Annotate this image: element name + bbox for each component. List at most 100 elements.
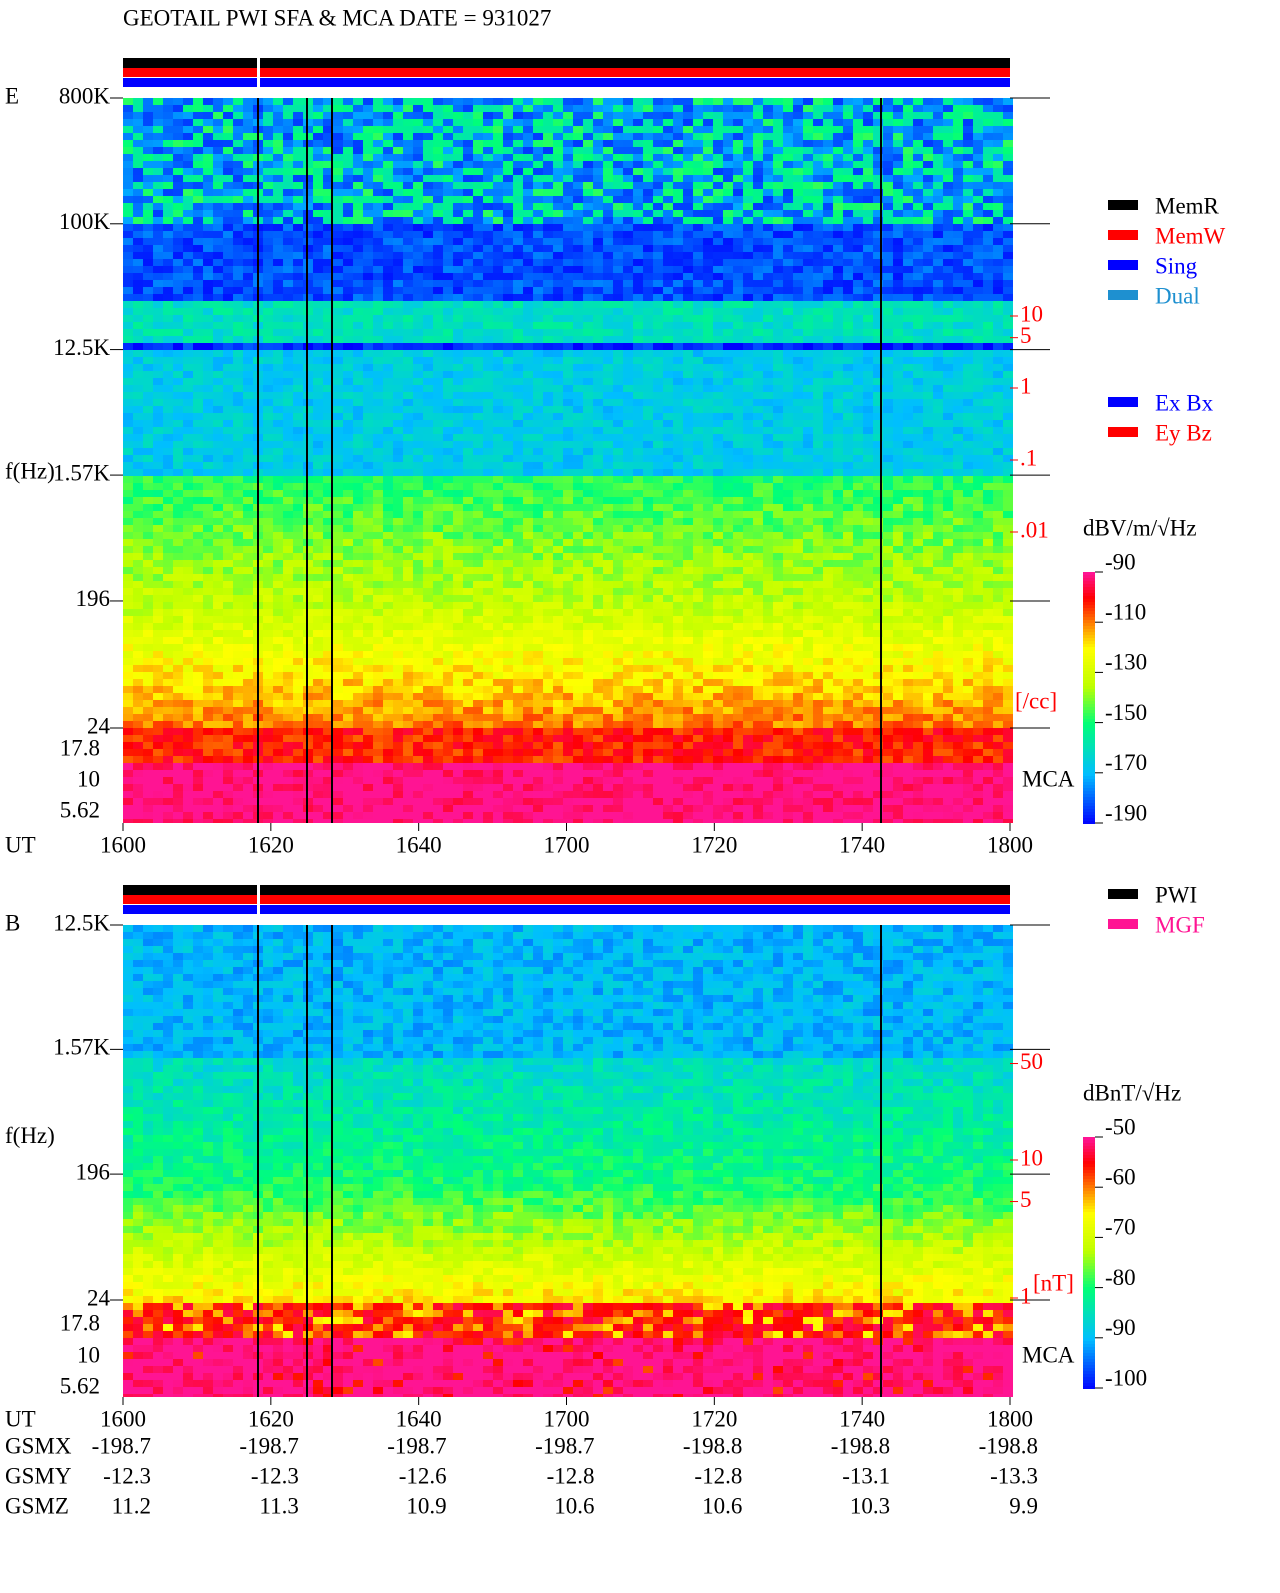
spectrogram-cell <box>663 98 673 105</box>
spectrogram-cell <box>823 182 833 189</box>
spectrogram-cell <box>823 364 833 371</box>
spectrogram-cell <box>953 322 963 329</box>
spectrogram-cell <box>373 308 383 315</box>
spectrogram-cell <box>953 378 963 385</box>
spectrogram-cell <box>503 483 513 490</box>
spectrogram-cell <box>373 455 383 462</box>
spectrogram-cell <box>353 224 363 231</box>
spectrogram-cell <box>783 378 793 385</box>
spectrogram-cell <box>393 350 403 357</box>
spectrogram-cell <box>483 259 493 266</box>
spectrogram-cell <box>503 469 513 476</box>
spectrogram-cell <box>653 112 663 119</box>
spectrogram-cell <box>653 98 663 105</box>
spectrogram-cell <box>443 434 453 441</box>
spectrogram-cell <box>563 287 573 294</box>
spectrogram-cell <box>353 245 363 252</box>
spectrogram-cell <box>683 133 693 140</box>
spectrogram-cell <box>523 238 533 245</box>
spectrogram-cell <box>523 427 533 434</box>
spectrogram-cell <box>733 434 743 441</box>
spectrogram-cell <box>383 196 393 203</box>
spectrogram-cell <box>383 147 393 154</box>
spectrogram-cell <box>423 259 433 266</box>
spectrogram-cell <box>623 378 633 385</box>
spectrogram-cell <box>593 462 603 469</box>
spectrogram-cell <box>453 322 463 329</box>
spectrogram-cell <box>793 259 803 266</box>
spectrogram-cell <box>173 448 183 455</box>
spectrogram-cell <box>263 378 273 385</box>
spectrogram-cell <box>233 161 243 168</box>
spectrogram-cell <box>863 245 873 252</box>
spectrogram-cell <box>883 238 893 245</box>
spectrogram-cell <box>913 259 923 266</box>
spectrogram-cell <box>683 119 693 126</box>
spectrogram-cell <box>963 105 973 112</box>
spectrogram-cell <box>373 98 383 105</box>
spectrogram-cell <box>363 364 373 371</box>
spectrogram-cell <box>543 462 553 469</box>
spectrogram-cell <box>883 357 893 364</box>
spectrogram-cell <box>603 406 613 413</box>
spectrogram-cell <box>563 168 573 175</box>
spectrogram-cell <box>343 434 353 441</box>
spectrogram-cell <box>633 147 643 154</box>
spectrogram-cell <box>753 336 763 343</box>
spectrogram-cell <box>633 280 643 287</box>
spectrogram-cell <box>833 357 843 364</box>
spectrogram-cell <box>403 420 413 427</box>
spectrogram-cell <box>723 427 733 434</box>
spectrogram-cell <box>143 406 153 413</box>
spectrogram-cell <box>503 371 513 378</box>
spectrogram-cell <box>213 259 223 266</box>
spectrogram-cell <box>743 175 753 182</box>
spectrogram-cell <box>863 280 873 287</box>
spectrogram-cell <box>973 119 983 126</box>
spectrogram-cell <box>233 210 243 217</box>
spectrogram-cell <box>913 343 923 350</box>
spectrogram-cell <box>373 371 383 378</box>
spectrogram-cell <box>263 161 273 168</box>
spectrogram-cell <box>283 245 293 252</box>
spectrogram-cell <box>683 161 693 168</box>
spectrogram-cell <box>523 210 533 217</box>
spectrogram-cell <box>403 427 413 434</box>
spectrogram-cell <box>283 455 293 462</box>
spectrogram-cell <box>383 448 393 455</box>
spectrogram-cell <box>813 175 823 182</box>
spectrogram-cell <box>323 280 333 287</box>
spectrogram-cell <box>883 322 893 329</box>
spectrogram-cell <box>233 294 243 301</box>
spectrogram-cell <box>823 203 833 210</box>
spectrogram-cell <box>743 189 753 196</box>
spectrogram-cell <box>423 196 433 203</box>
spectrogram-cell <box>503 364 513 371</box>
spectrogram-cell <box>683 427 693 434</box>
spectrogram-cell <box>453 154 463 161</box>
spectrogram-cell <box>623 350 633 357</box>
spectrogram-cell <box>143 322 153 329</box>
spectrogram-cell <box>593 308 603 315</box>
spectrogram-cell <box>263 399 273 406</box>
spectrogram-cell <box>123 392 133 399</box>
spectrogram-cell <box>903 315 913 322</box>
spectrogram-cell <box>853 322 863 329</box>
spectrogram-cell <box>193 343 203 350</box>
spectrogram-cell <box>393 441 403 448</box>
spectrogram-cell <box>373 385 383 392</box>
spectrogram-cell <box>183 98 193 105</box>
spectrogram-cell <box>893 392 903 399</box>
spectrogram-cell <box>133 147 143 154</box>
spectrogram-cell <box>973 210 983 217</box>
spectrogram-cell <box>433 245 443 252</box>
spectrogram-cell <box>773 273 783 280</box>
spectrogram-cell <box>993 238 1003 245</box>
spectrogram-cell <box>893 441 903 448</box>
spectrogram-cell <box>743 259 753 266</box>
spectrogram-cell <box>753 420 763 427</box>
spectrogram-cell <box>623 224 633 231</box>
spectrogram-cell <box>843 427 853 434</box>
spectrogram-cell <box>653 140 663 147</box>
spectrogram-cell <box>573 252 583 259</box>
